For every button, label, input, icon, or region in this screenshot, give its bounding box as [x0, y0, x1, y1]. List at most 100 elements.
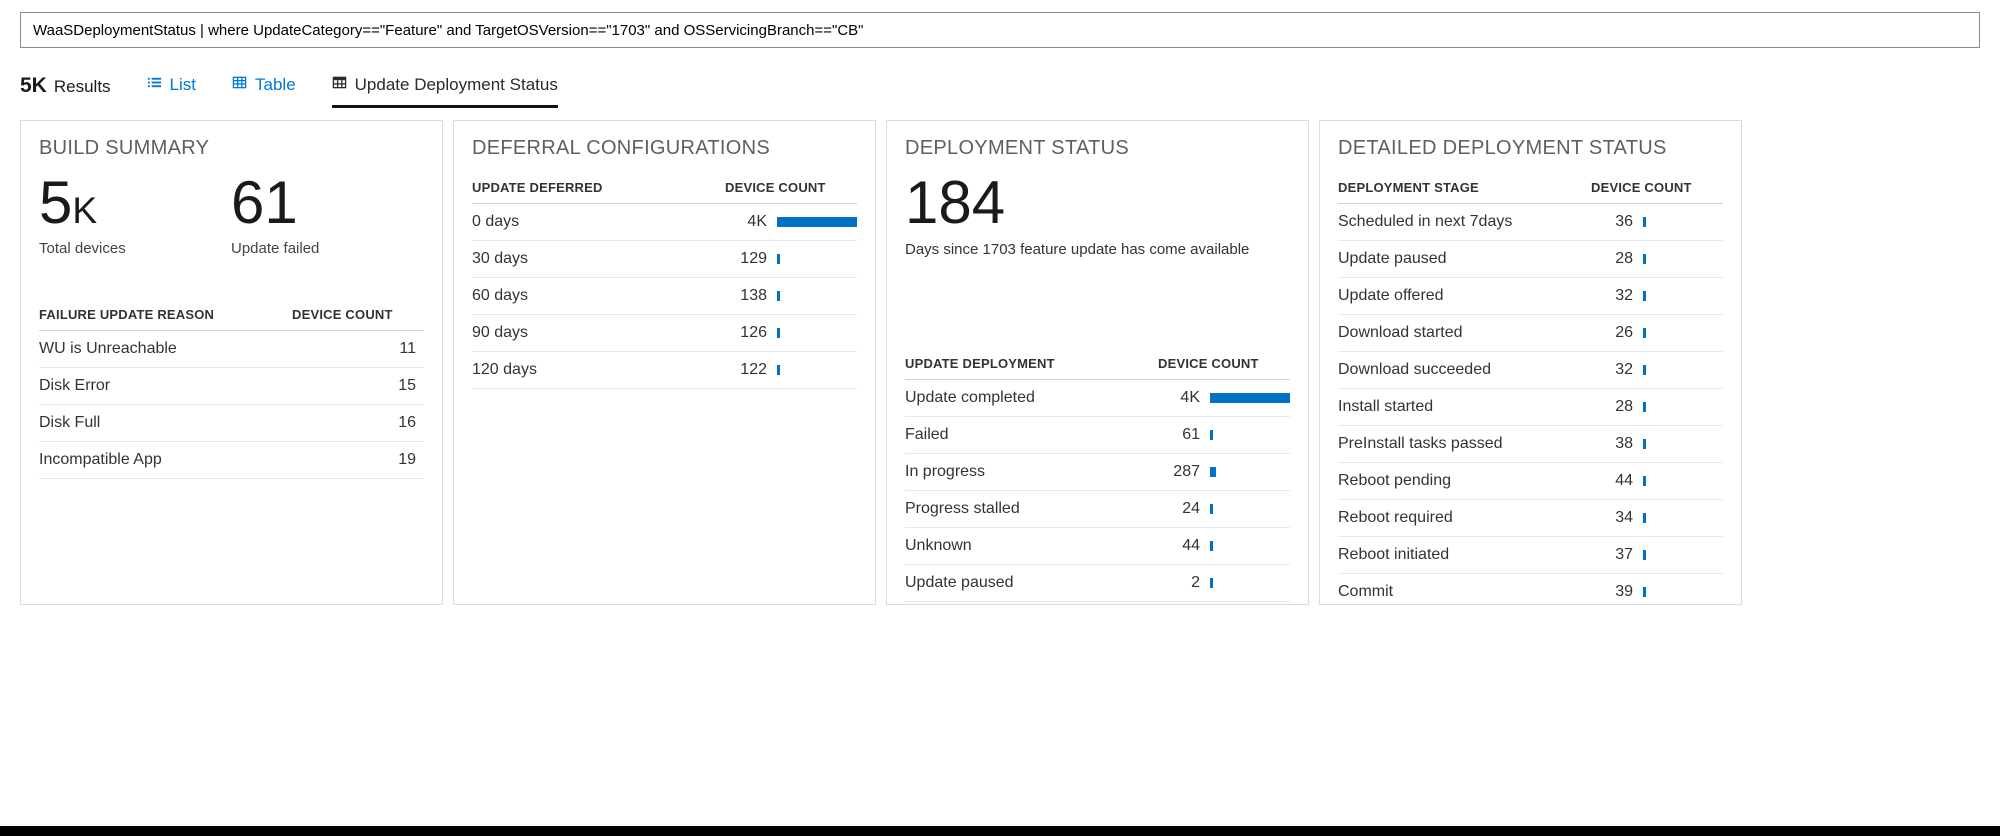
table-row[interactable]: Update paused 28 [1338, 240, 1723, 278]
table-row[interactable]: WU is Unreachable 11 [39, 330, 424, 369]
row-value: 44 [1182, 537, 1200, 555]
value-bar [1210, 467, 1216, 478]
bar-track [1643, 476, 1723, 486]
value-bar [1643, 550, 1646, 560]
bar-track [777, 291, 857, 301]
row-label: Progress stalled [905, 490, 1158, 529]
table-row[interactable]: 120 days 122 [472, 351, 857, 389]
row-label: 120 days [472, 351, 725, 389]
table-row[interactable]: Unknown 44 [905, 527, 1290, 566]
panel-title: DEPLOYMENT STATUS [905, 137, 1130, 159]
row-label: Scheduled in next 7days [1338, 203, 1591, 241]
row-value-cell: 129 [725, 240, 857, 278]
bar-track [1643, 254, 1723, 264]
value-bar [1643, 513, 1646, 523]
table-row[interactable]: Install started 28 [1338, 388, 1723, 426]
query-input[interactable] [20, 12, 1980, 48]
table-row[interactable]: Reboot initiated 37 [1338, 536, 1723, 574]
value-bar [1643, 217, 1646, 227]
table-row[interactable]: Disk Error 15 [39, 367, 424, 406]
table-row[interactable]: Update completed 4K [905, 379, 1290, 418]
tab-table[interactable]: Table [232, 75, 296, 108]
bar-track [1643, 217, 1723, 227]
failure-reason-table: FAILURE UPDATE REASON DEVICE COUNT WU is U… [39, 299, 424, 480]
table-row[interactable]: Failed 61 [905, 416, 1290, 455]
row-value-cell: 4K [1158, 379, 1290, 418]
table-row[interactable]: 90 days 126 [472, 314, 857, 352]
value-bar [1643, 402, 1646, 412]
panel-deployment-status: DEPLOYMENT STATUS 184 Days since 1703 fe… [886, 120, 1309, 605]
metrics-row: 5K Total devices 61 Update failed [39, 172, 424, 257]
value-bar [777, 254, 780, 264]
bar-track [777, 254, 857, 264]
table-row[interactable]: PreInstall tasks passed 38 [1338, 425, 1723, 463]
table-row[interactable]: Update paused 2 [905, 564, 1290, 603]
tab-list[interactable]: List [147, 75, 196, 108]
bar-track [1210, 430, 1290, 441]
table-row[interactable]: In progress 287 [905, 453, 1290, 492]
row-value: 2 [1191, 574, 1200, 592]
table-row[interactable]: Reboot required 34 [1338, 499, 1723, 537]
row-label: Reboot initiated [1338, 536, 1591, 574]
row-value: 16 [398, 414, 416, 432]
row-label: Commit [1338, 573, 1591, 604]
metric-days-since: 184 Days since 1703 feature update has c… [905, 172, 1290, 258]
bar-track [1643, 587, 1723, 597]
row-value-cell: 39 [1591, 573, 1723, 604]
query-bar [0, 0, 2000, 48]
row-value: 129 [740, 250, 767, 267]
deployment-table: UPDATE DEPLOYMENT DEVICE COUNT Update comp… [905, 348, 1290, 603]
row-value: 11 [399, 340, 416, 358]
bar-track [777, 217, 857, 227]
table-row[interactable]: Reboot pending 44 [1338, 462, 1723, 500]
row-value: 38 [1615, 435, 1633, 452]
value-bar [777, 328, 780, 338]
table-row[interactable]: Download started 26 [1338, 314, 1723, 352]
row-value-cell: 2 [1158, 564, 1290, 603]
panel-build-summary: BUILD SUMMARY 5K Total devices 61 Update… [20, 120, 443, 605]
value-bar [1643, 587, 1646, 597]
row-value: 32 [1615, 361, 1633, 378]
table-row[interactable]: Incompatible App 19 [39, 441, 424, 480]
row-label: Reboot required [1338, 499, 1591, 537]
metric-total-devices: 5K Total devices [39, 172, 231, 257]
value-bar [1643, 291, 1646, 301]
value-bar [1210, 578, 1213, 589]
metric-value: 61 [231, 169, 298, 236]
row-label: In progress [905, 453, 1158, 492]
tab-table-label: Table [255, 75, 296, 94]
table-row[interactable]: Update offered 32 [1338, 277, 1723, 315]
panel-deferral-configurations: DEFERRAL CONFIGURATIONS UPDATE DEFERRED D… [453, 120, 876, 605]
row-value: 44 [1615, 472, 1633, 489]
row-label: WU is Unreachable [39, 330, 292, 369]
value-bar [1210, 393, 1290, 404]
row-value: 19 [398, 451, 416, 469]
table-row[interactable]: Commit 39 [1338, 573, 1723, 604]
table-row[interactable]: 60 days 138 [472, 277, 857, 315]
table-row[interactable]: Disk Full 16 [39, 404, 424, 443]
bar-track [1643, 328, 1723, 338]
deployment-status-grid-icon [332, 75, 347, 95]
table-row[interactable]: 30 days 129 [472, 240, 857, 278]
value-bar [1643, 365, 1646, 375]
deployment-stage-table: DEPLOYMENT STAGE DEVICE COUNT Scheduled in… [1338, 172, 1723, 604]
table-row[interactable]: Download succeeded 32 [1338, 351, 1723, 389]
row-label: Update completed [905, 379, 1158, 418]
bar-track [777, 328, 857, 338]
table-row[interactable]: Scheduled in next 7days 36 [1338, 203, 1723, 241]
row-label: Update offered [1338, 277, 1591, 315]
row-value: 32 [1615, 287, 1633, 304]
table-row[interactable]: 0 days 4K [472, 203, 857, 241]
value-bar [1643, 254, 1646, 264]
row-value-cell: 15 [292, 367, 424, 406]
bar-track [1643, 402, 1723, 412]
tab-update-deployment-status[interactable]: Update Deployment Status [331, 75, 558, 108]
table-row[interactable]: Progress stalled 24 [905, 490, 1290, 529]
column-header: FAILURE UPDATE REASON [39, 299, 292, 332]
metric-value: 184 [905, 169, 1006, 236]
row-label: Unknown [905, 527, 1158, 566]
row-value-cell: 26 [1591, 314, 1723, 352]
row-value: 126 [740, 324, 767, 341]
value-bar [1210, 504, 1213, 515]
row-value-cell: 61 [1158, 416, 1290, 455]
